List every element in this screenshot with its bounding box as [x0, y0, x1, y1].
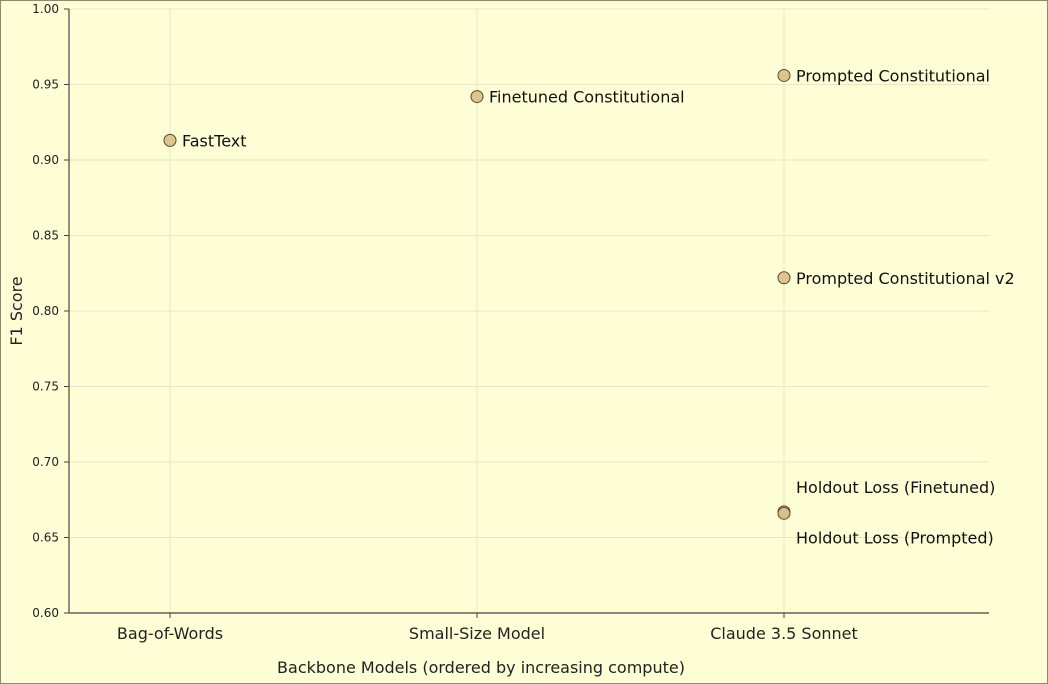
x-tick-label: Small-Size Model: [409, 624, 545, 643]
point-labels: FastText Finetuned Constitutional Prompted…: [182, 66, 1015, 547]
data-point: [777, 506, 791, 520]
data-point: [163, 133, 177, 147]
point-label: Finetuned Constitutional: [489, 88, 685, 107]
point-label: Prompted Constitutional v2: [796, 269, 1015, 288]
data-point: [777, 68, 791, 82]
y-tick-label: 0.95: [32, 78, 59, 92]
point-label: FastText: [182, 131, 247, 150]
point-label: Holdout Loss (Finetuned): [796, 478, 995, 497]
y-axis-label: F1 Score: [7, 276, 26, 345]
point-label: Prompted Constitutional: [796, 66, 990, 85]
y-tick-label: 0.85: [32, 229, 59, 243]
x-tick-labels: Bag-of-Words Small-Size Model Claude 3.5 S…: [117, 624, 858, 643]
data-point: [470, 90, 484, 104]
gridlines: [69, 8, 989, 614]
x-axis-label: Backbone Models (ordered by increasing c…: [277, 658, 685, 677]
y-tick-label: 1.00: [32, 2, 59, 16]
point-label: Holdout Loss (Prompted): [796, 528, 994, 547]
x-tick-label: Claude 3.5 Sonnet: [710, 624, 858, 643]
y-tick-label: 0.90: [32, 153, 59, 167]
data-point: [777, 271, 791, 285]
x-tick-label: Bag-of-Words: [117, 624, 223, 643]
axes: [64, 8, 989, 618]
data-points: [163, 68, 791, 520]
y-tick-label: 0.70: [32, 455, 59, 469]
y-tick-label: 0.75: [32, 380, 59, 394]
y-tick-label: 0.80: [32, 304, 59, 318]
y-tick-label: 0.60: [32, 606, 59, 620]
y-tick-label: 0.65: [32, 531, 59, 545]
y-tick-labels: 0.60 0.65 0.70 0.75 0.80 0.85 0.90 0.95 1.00: [32, 2, 59, 620]
